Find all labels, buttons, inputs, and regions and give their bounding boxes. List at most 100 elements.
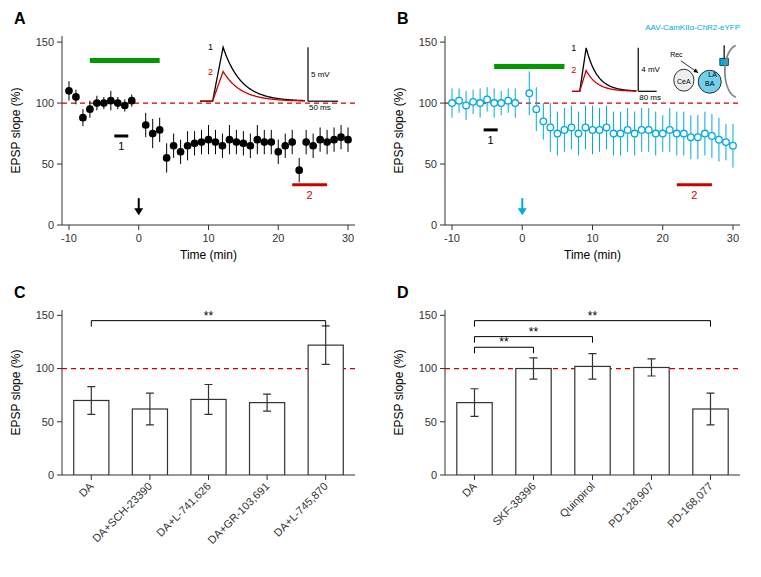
point: [303, 139, 309, 145]
y-tick-label: 150: [36, 36, 54, 48]
point: [617, 130, 624, 137]
y-tick: [440, 421, 445, 422]
point: [526, 90, 533, 97]
point: [575, 130, 582, 137]
bar: [250, 403, 285, 475]
scale-bar-label: 5 mV: [311, 70, 330, 79]
y-tick-label: 50: [425, 158, 437, 170]
x-tick-label: 20: [657, 232, 669, 244]
point: [610, 130, 617, 137]
y-tick-label: 100: [419, 362, 437, 374]
waveform-inset: 125 mV50 ms: [200, 42, 338, 112]
point: [122, 102, 128, 108]
y-tick: [440, 225, 445, 226]
x-tick: [278, 225, 279, 230]
point: [261, 139, 267, 145]
point: [512, 100, 519, 107]
y-tick-label: 0: [431, 469, 437, 481]
x-tick: [592, 225, 593, 230]
plot-area: [62, 60, 355, 184]
y-axis-line: [62, 310, 63, 475]
y-tick: [440, 103, 445, 104]
y-tick-label: 150: [36, 309, 54, 321]
period-label: 1: [488, 134, 494, 146]
point: [219, 143, 225, 149]
region-cea: [674, 69, 694, 91]
region-label: BA: [705, 80, 715, 87]
point: [596, 127, 603, 134]
y-tick-label: 150: [419, 36, 437, 48]
point: [477, 100, 484, 107]
error-bar: [530, 358, 538, 379]
waveform-label: 2: [208, 67, 213, 77]
y-tick-label: 100: [36, 97, 54, 109]
point: [624, 127, 631, 134]
x-tick-label: Quinpirol: [557, 480, 597, 520]
point: [645, 127, 652, 134]
plot-area: [445, 66, 740, 184]
point: [198, 139, 204, 145]
point: [282, 143, 288, 149]
point: [638, 127, 645, 134]
point: [449, 100, 456, 107]
point: [659, 130, 666, 137]
point: [589, 127, 596, 134]
point: [254, 136, 260, 142]
y-tick: [440, 42, 445, 43]
significance-label: **: [529, 325, 539, 339]
figure: A050100150EPSP slope (%)-100102030Time (…: [0, 0, 761, 577]
significance-label: **: [204, 309, 214, 323]
brain-diagram: CeABALARecAAV-CamKIIα-ChR2-eYFP: [645, 23, 740, 97]
period-bar: [494, 64, 564, 69]
x-tick: [138, 225, 139, 230]
period-label: 2: [691, 189, 697, 201]
y-tick: [57, 421, 62, 422]
fiber: [725, 46, 736, 98]
point: [554, 130, 561, 137]
waveform-inset: 124 mV80 ms: [571, 43, 661, 103]
y-axis-label: EPSP slope (%): [9, 88, 23, 174]
y-axis-line: [445, 310, 446, 475]
arrow-shaft: [138, 198, 140, 209]
y-axis-line: [445, 36, 446, 225]
point: [191, 140, 197, 146]
point: [73, 94, 79, 100]
error-bar: [87, 387, 95, 415]
point: [268, 139, 274, 145]
point: [115, 100, 121, 106]
point: [561, 127, 568, 134]
y-tick-label: 50: [425, 416, 437, 428]
period-bar: [677, 183, 712, 186]
y-tick-label: 100: [419, 97, 437, 109]
x-tick-label: 10: [202, 232, 214, 244]
point: [310, 143, 316, 149]
plot-area: [445, 354, 740, 475]
electrode-tip: [693, 69, 698, 73]
x-tick: [208, 475, 209, 480]
waveform: [572, 70, 636, 91]
x-tick-label: 0: [136, 232, 142, 244]
y-axis-label: EPSP slope (%): [392, 350, 406, 436]
point: [582, 124, 589, 131]
electrode-label: Rec: [670, 51, 683, 58]
error-bar: [322, 326, 330, 364]
x-tick-label: DA+SCH-23390: [90, 480, 154, 544]
error-bar: [589, 354, 597, 380]
period-bar: [292, 183, 327, 186]
point: [695, 134, 702, 141]
point: [240, 140, 246, 146]
point: [129, 97, 135, 103]
y-tick-label: 0: [48, 469, 54, 481]
x-tick-label: SKF-38396: [490, 480, 538, 528]
point: [631, 130, 638, 137]
point: [730, 142, 737, 149]
y-tick: [57, 475, 62, 476]
period-bar: [90, 58, 160, 63]
panel: A050100150EPSP slope (%)-100102030Time (…: [9, 10, 355, 262]
x-tick: [452, 225, 453, 230]
bar: [575, 366, 610, 475]
point: [149, 130, 155, 136]
x-axis-label: Time (min): [180, 248, 237, 262]
region-ba: [698, 70, 721, 93]
x-tick: [651, 475, 652, 480]
